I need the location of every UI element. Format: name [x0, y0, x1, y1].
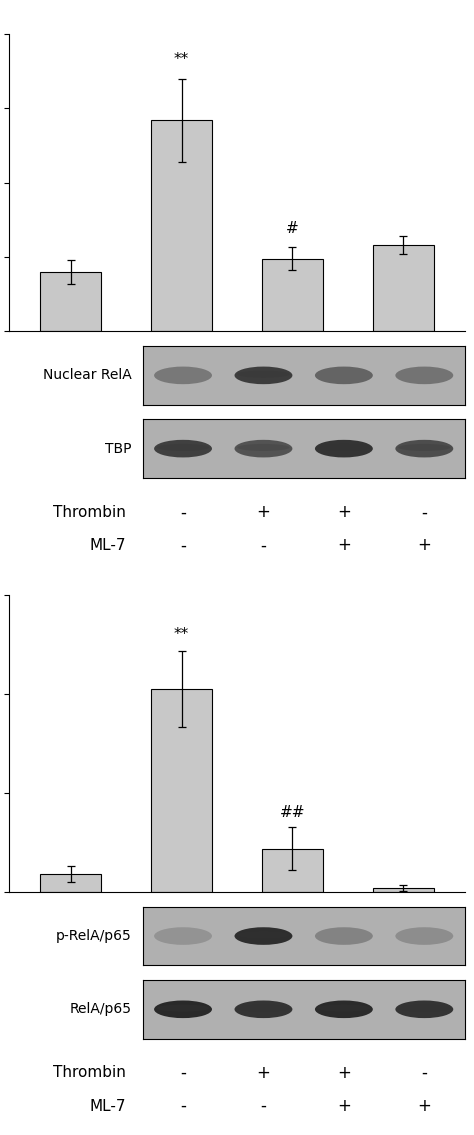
Text: Thrombin: Thrombin — [53, 505, 126, 520]
Text: Nuclear RelA: Nuclear RelA — [43, 369, 132, 382]
Text: -: - — [261, 537, 266, 554]
Ellipse shape — [237, 1004, 290, 1011]
Ellipse shape — [315, 440, 373, 457]
Text: +: + — [337, 537, 351, 554]
Ellipse shape — [154, 440, 212, 457]
Text: +: + — [256, 503, 270, 521]
Text: RelA/p65: RelA/p65 — [70, 1002, 132, 1016]
Ellipse shape — [157, 1004, 209, 1011]
Text: Thrombin: Thrombin — [53, 1066, 126, 1081]
Text: +: + — [256, 1063, 270, 1082]
Ellipse shape — [395, 440, 453, 457]
Text: ##: ## — [280, 805, 305, 819]
Bar — [373, 889, 434, 892]
Text: p-RelA/p65: p-RelA/p65 — [56, 930, 132, 943]
Text: -: - — [421, 1063, 427, 1082]
Ellipse shape — [398, 444, 450, 451]
Text: +: + — [337, 1063, 351, 1082]
Ellipse shape — [318, 1004, 370, 1011]
Ellipse shape — [154, 1000, 212, 1018]
Text: TBP: TBP — [105, 442, 132, 455]
Text: +: + — [418, 1098, 431, 1115]
Text: ML-7: ML-7 — [89, 1099, 126, 1113]
Ellipse shape — [237, 932, 290, 939]
Text: **: ** — [174, 628, 189, 642]
Text: ML-7: ML-7 — [89, 538, 126, 553]
Ellipse shape — [154, 367, 212, 384]
Ellipse shape — [237, 371, 290, 378]
Bar — [262, 849, 323, 892]
Bar — [373, 245, 434, 331]
Text: -: - — [180, 503, 186, 521]
Bar — [151, 689, 212, 892]
Ellipse shape — [237, 444, 290, 451]
Ellipse shape — [235, 927, 292, 944]
Text: -: - — [180, 1063, 186, 1082]
Ellipse shape — [395, 367, 453, 384]
Ellipse shape — [315, 367, 373, 384]
Ellipse shape — [318, 444, 370, 451]
Ellipse shape — [235, 440, 292, 457]
Ellipse shape — [235, 1000, 292, 1018]
Text: **: ** — [174, 52, 189, 67]
Bar — [262, 259, 323, 331]
Bar — [151, 120, 212, 331]
Ellipse shape — [157, 444, 209, 451]
Text: -: - — [180, 1098, 186, 1115]
Text: -: - — [180, 537, 186, 554]
Ellipse shape — [315, 927, 373, 944]
Ellipse shape — [235, 367, 292, 384]
Bar — [40, 874, 101, 892]
Ellipse shape — [395, 927, 453, 944]
Text: -: - — [421, 503, 427, 521]
Bar — [40, 272, 101, 331]
Text: +: + — [418, 537, 431, 554]
Text: +: + — [337, 1098, 351, 1115]
Ellipse shape — [395, 1000, 453, 1018]
Ellipse shape — [315, 1000, 373, 1018]
Text: #: # — [286, 221, 299, 236]
Ellipse shape — [154, 927, 212, 944]
Ellipse shape — [398, 1004, 450, 1011]
Text: -: - — [261, 1098, 266, 1115]
Text: +: + — [337, 503, 351, 521]
